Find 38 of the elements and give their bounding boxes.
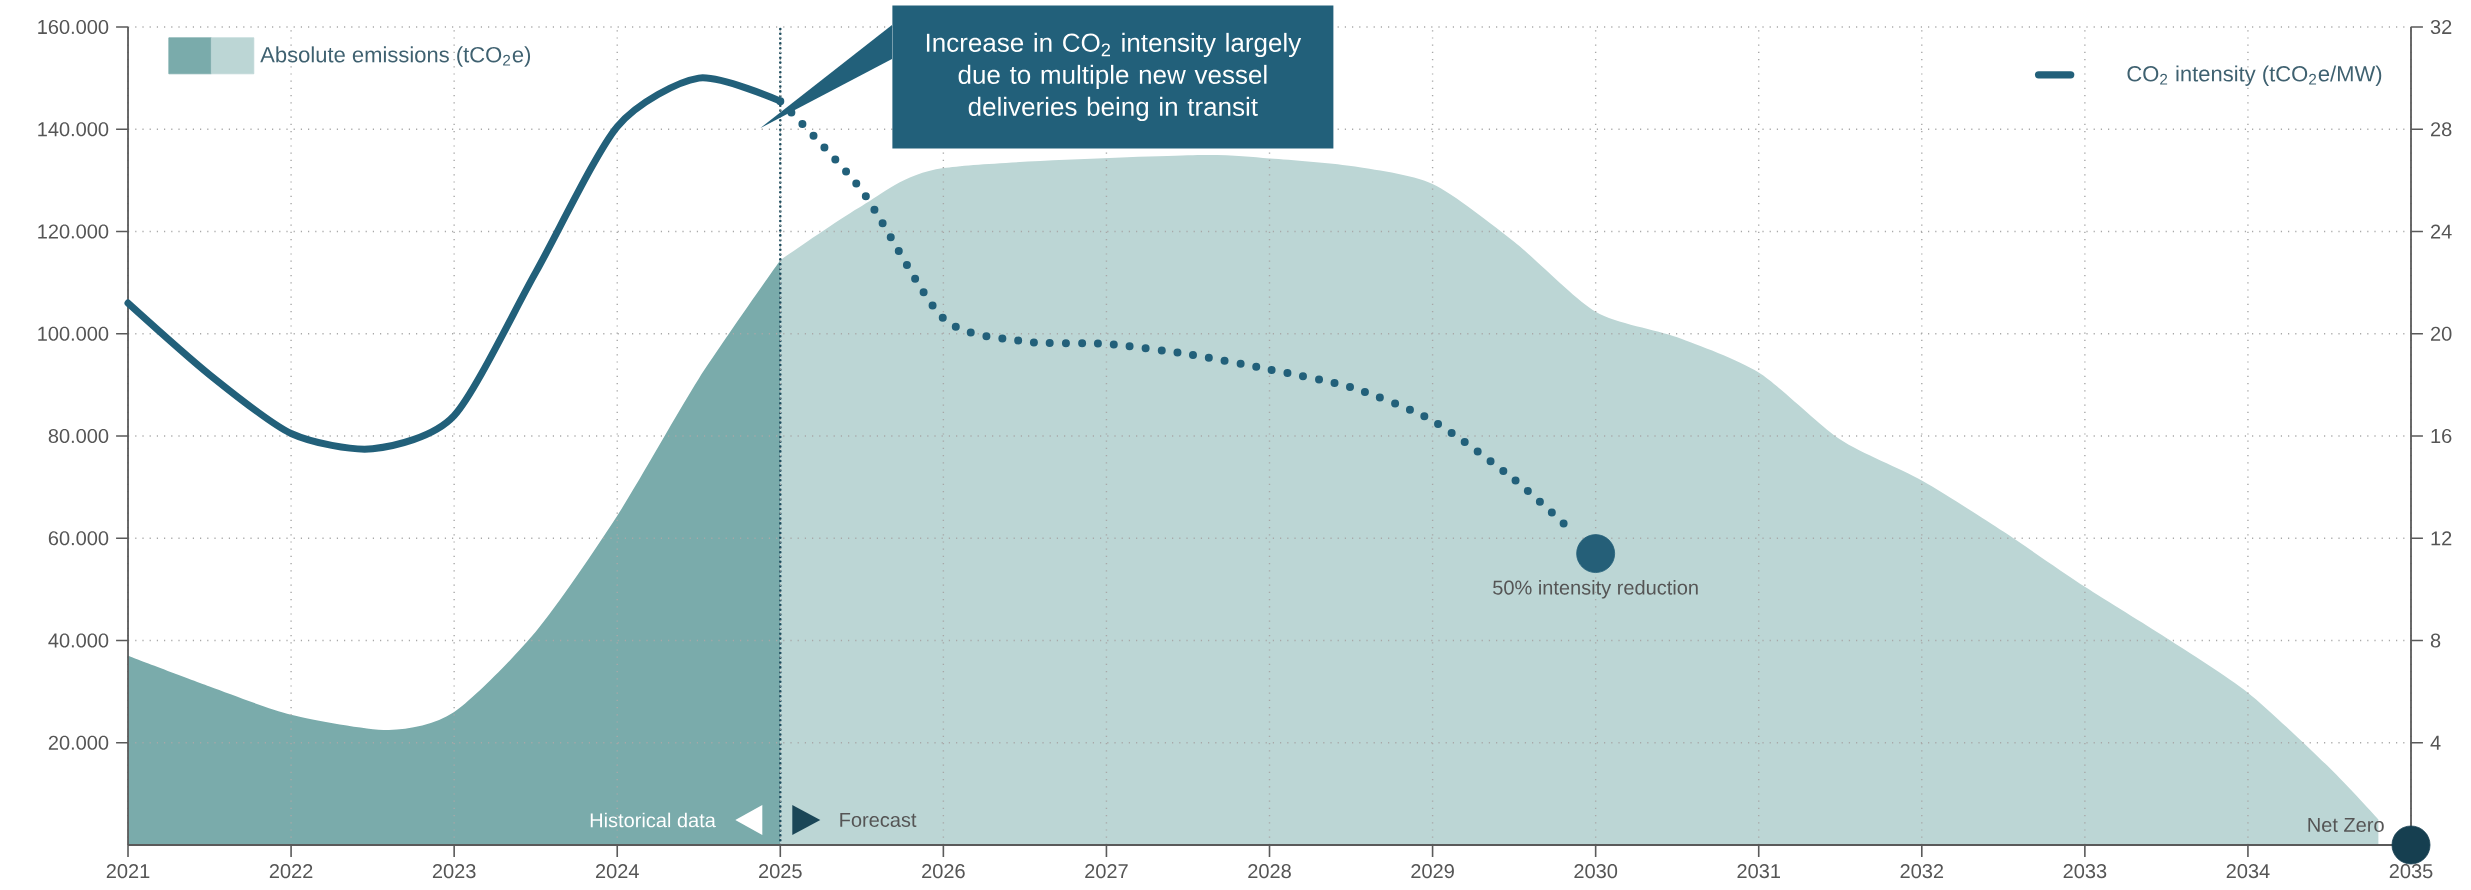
annotation: Forecast — [840, 813, 917, 827]
y2-tick-label: 20 — [2431, 326, 2452, 341]
x-tick-label: 2032 — [1900, 864, 1944, 879]
y-tick-label: 100.000 — [38, 326, 109, 341]
y2-tick-label: 24 — [2431, 224, 2452, 239]
x-tick-label: 2033 — [2063, 864, 2107, 879]
y-tick-label: 60.000 — [48, 531, 109, 546]
y-tick-label: 40.000 — [48, 633, 109, 648]
x-tick-label: 2026 — [922, 864, 965, 879]
y-tick-label: 140.000 — [38, 122, 109, 137]
x-tick-label: 2028 — [1248, 864, 1291, 879]
y2-tick-label: 28 — [2431, 122, 2452, 137]
annotation: Historical data — [590, 812, 716, 828]
x-tick-label: 2024 — [595, 864, 639, 879]
y2-tick-label: 8 — [2430, 633, 2441, 648]
x-tick-label: 2023 — [432, 864, 476, 879]
y2-tick-label: 4 — [2430, 735, 2441, 750]
y-tick-label: 20.000 — [48, 735, 109, 750]
x-tick-label: 2025 — [759, 864, 802, 879]
annotation: 50% intensity reduction — [1493, 579, 1698, 599]
x-tick-label: 2022 — [269, 864, 313, 879]
y-tick-label: 120.000 — [38, 224, 109, 239]
x-tick-label: 2021 — [106, 864, 150, 879]
x-tick-label: 2027 — [1085, 864, 1128, 879]
y-tick-label: 80.000 — [48, 428, 109, 444]
y2-tick-label: 32 — [2430, 19, 2452, 35]
legend-label: CO$_{2}$ intensity (tCO$_{2}$e/MW) — [2127, 65, 2382, 86]
annotation: Net Zero — [2308, 818, 2384, 832]
y2-tick-label: 12 — [2431, 531, 2452, 546]
y-tick-label: 160.000 — [38, 19, 109, 35]
annotation: Increase in CO$_{2}$ intensity largely due to multiple new vessel deliveries being in transit — [926, 32, 1302, 122]
x-tick-label: 2030 — [1574, 864, 1618, 879]
x-tick-label: 2034 — [2226, 864, 2270, 879]
x-tick-label: 2035 — [2389, 864, 2433, 879]
x-tick-label: 2031 — [1737, 864, 1780, 879]
y2-tick-label: 16 — [2431, 428, 2452, 444]
legend-label: Absolute emissions (tCO$_{2}$e) — [260, 46, 531, 67]
x-tick-label: 2029 — [1411, 864, 1454, 879]
